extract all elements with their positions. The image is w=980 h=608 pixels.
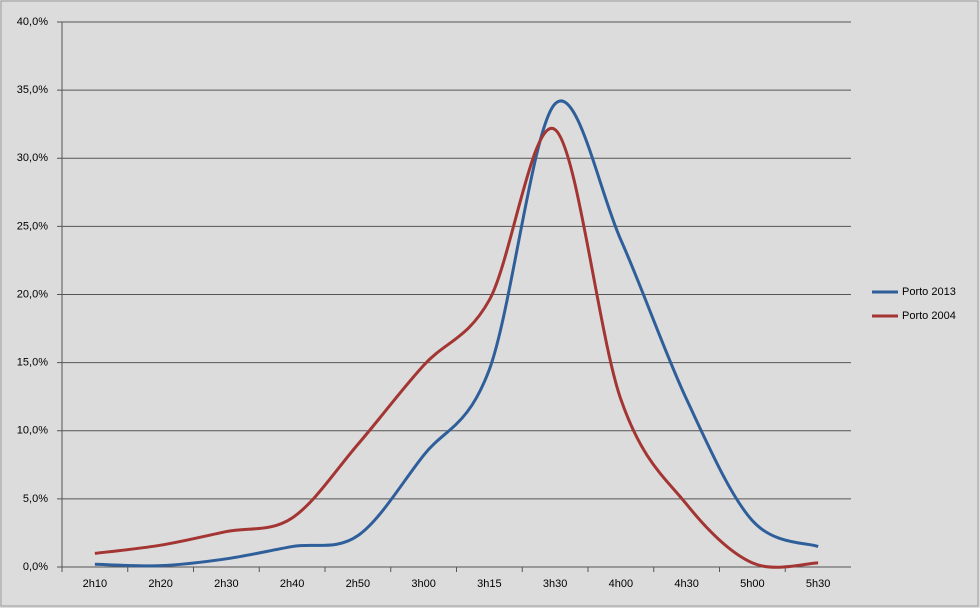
y-tick-label: 0,0% xyxy=(23,561,48,573)
x-tick-label: 2h40 xyxy=(280,578,304,590)
legend-label: Porto 2004 xyxy=(902,310,956,322)
series-line xyxy=(94,126,819,569)
x-tick-label: 5h30 xyxy=(806,578,830,590)
x-tick-label: 2h50 xyxy=(346,578,370,590)
x-tick-label: 5h00 xyxy=(740,578,764,590)
y-tick-label: 20,0% xyxy=(17,288,48,300)
x-tick-label: 3h15 xyxy=(477,578,501,590)
y-tick-label: 10,0% xyxy=(17,425,48,437)
x-tick-label: 4h30 xyxy=(674,578,698,590)
y-tick-label: 35,0% xyxy=(17,84,48,96)
legend-label: Porto 2013 xyxy=(902,286,956,298)
x-tick-label: 4h00 xyxy=(609,578,633,590)
x-tick-label: 2h30 xyxy=(214,578,238,590)
series-line xyxy=(94,99,819,568)
y-tick-label: 30,0% xyxy=(17,152,48,164)
y-tick-label: 25,0% xyxy=(17,220,48,232)
x-tick-label: 2h10 xyxy=(83,578,107,590)
x-tick-label: 3h30 xyxy=(543,578,567,590)
x-tick-label: 3h00 xyxy=(411,578,435,590)
y-tick-label: 5,0% xyxy=(23,493,48,505)
y-tick-label: 40,0% xyxy=(17,16,48,28)
y-tick-label: 15,0% xyxy=(17,357,48,369)
x-tick-label: 2h20 xyxy=(148,578,172,590)
